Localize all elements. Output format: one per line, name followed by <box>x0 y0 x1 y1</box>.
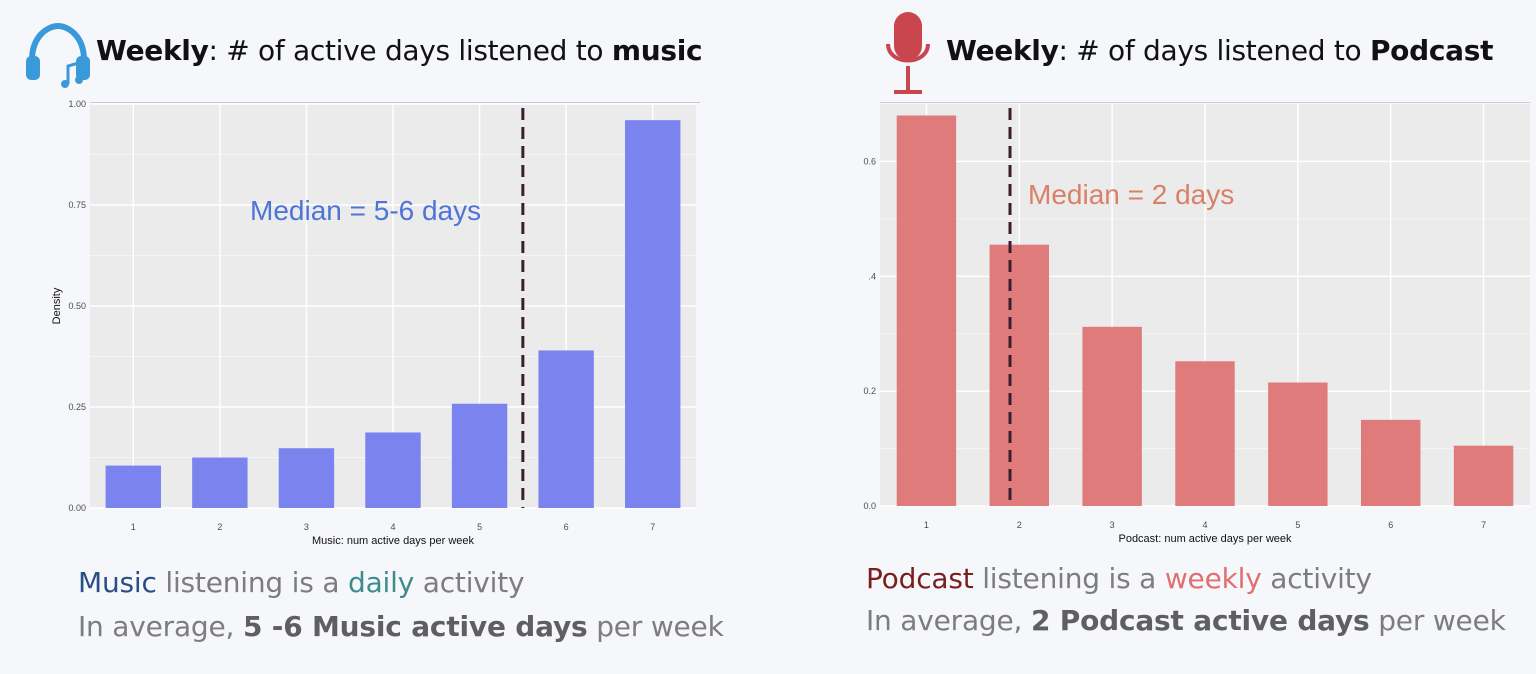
density-bar <box>365 432 421 508</box>
caption-word-music: Music <box>78 566 157 599</box>
density-bar <box>625 120 681 508</box>
headphones-music-icon <box>26 22 90 88</box>
density-bar <box>896 115 957 506</box>
music-title-end: music <box>611 34 703 67</box>
caption-word-daily: daily <box>348 566 415 599</box>
podcast-caption-line2: In average, 2 Podcast active days per we… <box>866 604 1506 637</box>
podcast-chart-title: Weekly: # of days listened to Podcast <box>946 34 1493 67</box>
x-tick-label: 2 <box>1017 520 1022 530</box>
density-bar <box>538 350 594 508</box>
x-tick-label: 4 <box>390 522 395 532</box>
x-tick-label: 5 <box>1295 520 1300 530</box>
music-title-divider <box>90 102 700 103</box>
caption-word-weekly: weekly <box>1164 562 1262 595</box>
microphone-icon <box>886 12 930 94</box>
podcast-title-bold: Weekly <box>946 34 1059 67</box>
caption-text: listening is a <box>973 562 1165 595</box>
caption-text: In average, <box>78 610 243 643</box>
caption-text: activity <box>1261 562 1372 595</box>
caption-word-podcast: Podcast <box>866 562 974 595</box>
music-title-bold: Weekly <box>96 34 209 67</box>
density-bar <box>451 403 508 508</box>
y-tick-label: 0.25 <box>68 402 86 412</box>
caption-text: In average, <box>866 604 1031 637</box>
x-tick-label: 4 <box>1202 520 1207 530</box>
podcast-density-chart: 0.0 0.2 .4 0.6 1 2 3 4 5 6 7 Median = 2 days Podcast… <box>863 104 1530 545</box>
density-bar <box>1268 382 1328 506</box>
density-bar <box>989 244 1049 506</box>
podcast-caption-line1: Podcast listening is a weekly activity <box>866 562 1372 595</box>
x-tick-label: 6 <box>1388 520 1393 530</box>
caption-music-days: 5 -6 Music active days <box>242 610 588 643</box>
caption-text: listening is a <box>156 566 348 599</box>
x-tick-label: 3 <box>1110 520 1115 530</box>
caption-podcast-days: 2 Podcast active days <box>1030 604 1370 637</box>
podcast-panel: Weekly: # of days listened to Podcast 0.… <box>820 0 1536 674</box>
density-bar <box>105 465 161 508</box>
median-label: Median = 2 days <box>1028 179 1234 210</box>
music-title-mid: : # of active days listened to <box>208 34 612 67</box>
music-chart-title: Weekly: # of active days listened to mus… <box>96 34 703 67</box>
music-caption-line1: Music listening is a daily activity <box>78 566 525 599</box>
x-tick-label: 1 <box>131 522 136 532</box>
density-bar <box>278 448 335 508</box>
y-tick-label: 0.0 <box>863 501 876 511</box>
caption-text: activity <box>414 566 525 599</box>
y-tick-label: 0.00 <box>68 503 86 513</box>
x-tick-label: 7 <box>1481 520 1486 530</box>
music-panel: Weekly: # of active days listened to mus… <box>0 0 724 674</box>
density-bar <box>192 457 248 508</box>
x-tick-label: 5 <box>477 522 482 532</box>
y-tick-label: 0.2 <box>863 386 876 396</box>
caption-text: per week <box>587 610 724 643</box>
x-tick-label: 1 <box>924 520 929 530</box>
podcast-title-end: Podcast <box>1369 34 1494 67</box>
density-bar <box>1175 361 1235 506</box>
density-bar <box>1361 419 1421 506</box>
y-tick-label: 0.6 <box>863 156 876 166</box>
x-tick-label: 3 <box>304 522 309 532</box>
music-density-chart: 0.00 0.25 0.50 0.75 1.00 1 2 3 4 5 6 7 Median = 5-6 … <box>51 99 696 547</box>
podcast-title-divider <box>880 102 1530 103</box>
caption-text: per week <box>1369 604 1506 637</box>
y-axis-label: Density <box>51 287 63 324</box>
y-tick-label: 0.75 <box>68 200 86 210</box>
density-bar <box>1082 326 1142 506</box>
x-axis-label: Podcast: num active days per week <box>1118 533 1292 545</box>
music-caption-line2: In average, 5 -6 Music active days per w… <box>78 610 724 643</box>
y-tick-label: .4 <box>868 271 876 281</box>
y-tick-label: 0.50 <box>68 301 86 311</box>
x-tick-label: 2 <box>217 522 222 532</box>
median-label: Median = 5-6 days <box>250 195 481 226</box>
x-tick-label: 7 <box>650 522 655 532</box>
x-tick-label: 6 <box>564 522 569 532</box>
y-tick-label: 1.00 <box>68 99 86 109</box>
density-bar <box>1453 445 1514 506</box>
x-axis-label: Music: num active days per week <box>312 535 475 547</box>
podcast-title-mid: : # of days listened to <box>1058 34 1370 67</box>
